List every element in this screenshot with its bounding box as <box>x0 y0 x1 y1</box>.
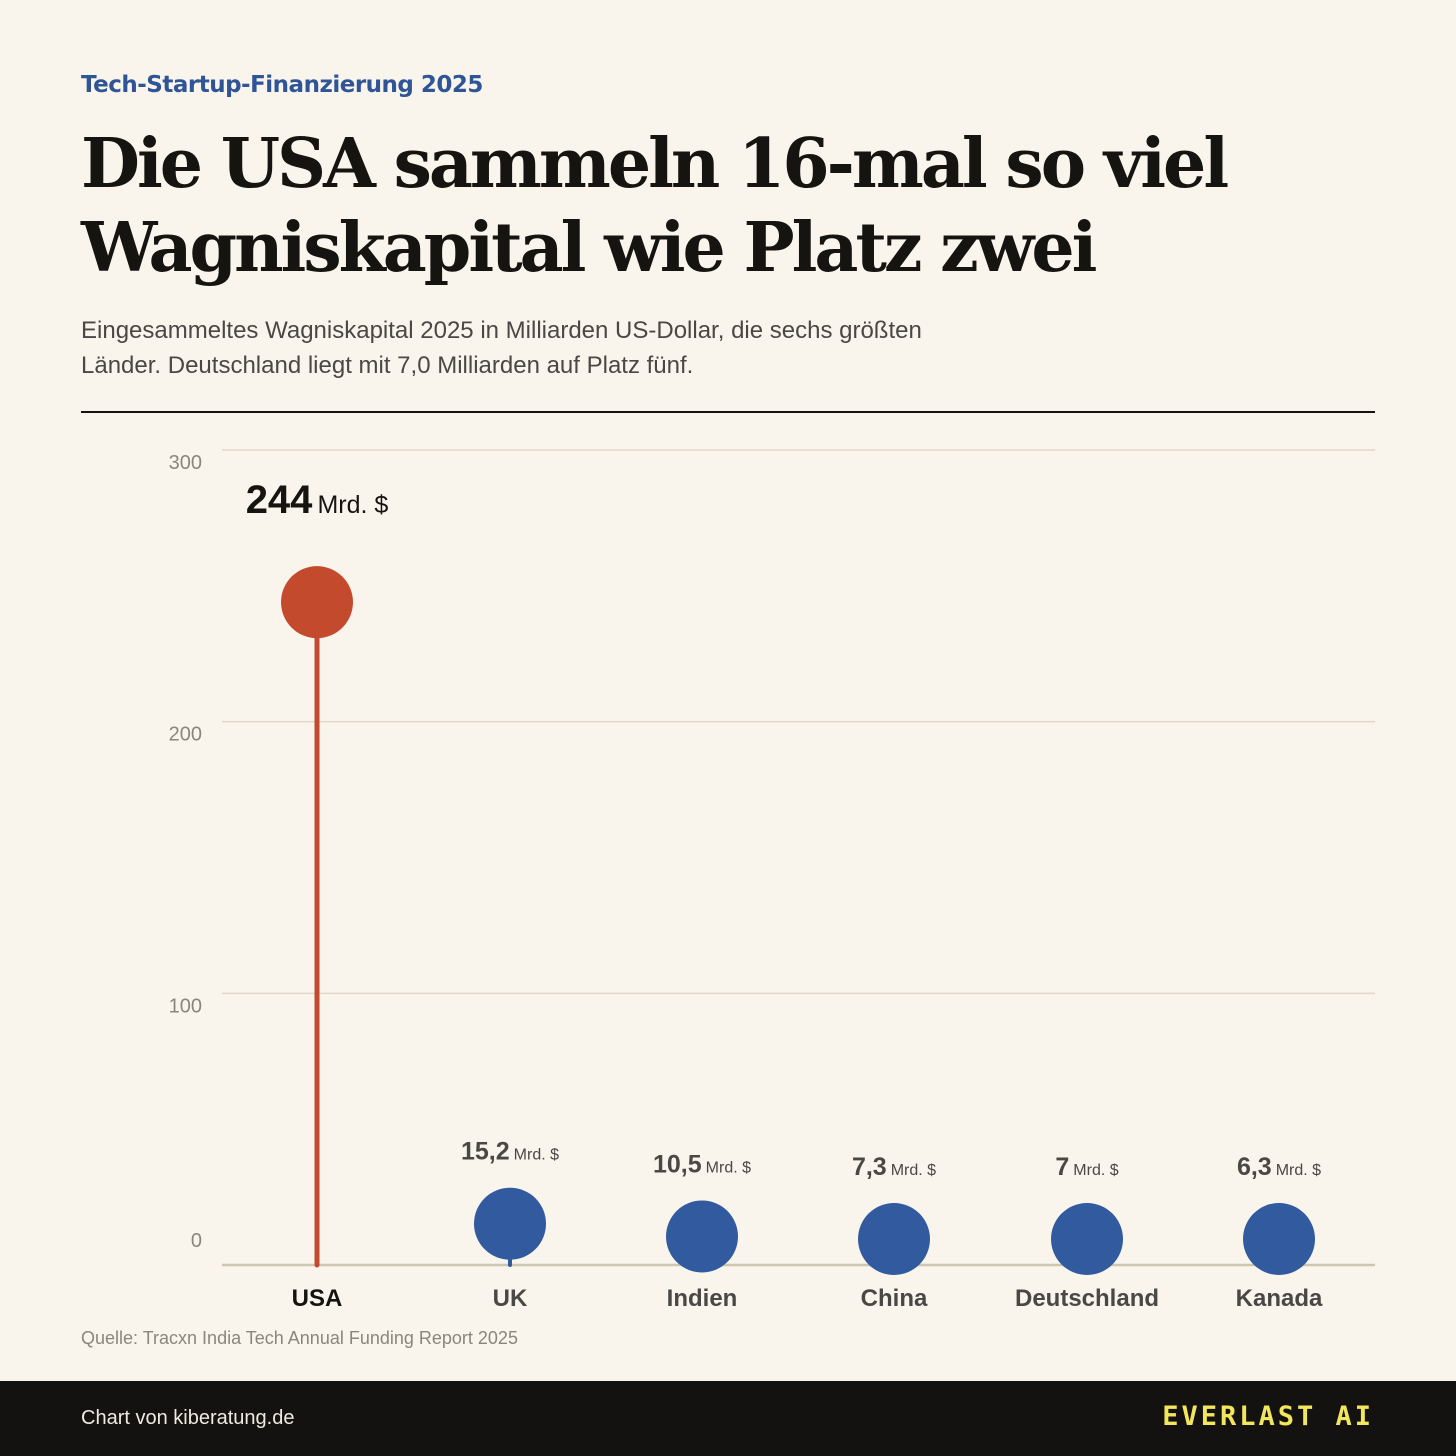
dot-indien <box>666 1200 738 1273</box>
x-tick-label-kanada: Kanada <box>1236 1285 1323 1312</box>
value-label-china: 7,3 Mrd. $ <box>852 1153 936 1181</box>
y-tick-label-300: 300 <box>169 452 202 474</box>
x-tick-label-usa: USA <box>292 1285 343 1312</box>
kicker: Tech-Startup-Finanzierung 2025 <box>81 72 483 98</box>
dot-deutschland <box>1051 1203 1123 1275</box>
y-tick-label-200: 200 <box>169 724 202 746</box>
brand-logo: EVERLAST AI <box>1162 1401 1374 1432</box>
y-tick-label-100: 100 <box>169 995 202 1017</box>
value-label-kanada: 6,3 Mrd. $ <box>1237 1153 1321 1181</box>
x-tick-label-deutschland: Deutschland <box>1015 1285 1159 1312</box>
footer-bar: Chart von kiberatung.de EVERLAST AI <box>0 1381 1456 1456</box>
dot-uk <box>474 1187 546 1260</box>
dot-china <box>858 1203 930 1275</box>
dot-kanada <box>1243 1203 1315 1275</box>
value-label-deutschland: 7 Mrd. $ <box>1055 1153 1118 1181</box>
chart-subtitle: Eingesammeltes Wagniskapital 2025 in Mil… <box>81 317 922 379</box>
y-tick-label-0: 0 <box>191 1230 202 1252</box>
source-note: Quelle: Tracxn India Tech Annual Funding… <box>81 1328 518 1348</box>
chart-title: Die USA sammeln 16-mal so viel Wagniskap… <box>81 124 1229 288</box>
value-label-uk: 15,2 Mrd. $ <box>461 1138 559 1166</box>
x-tick-label-uk: UK <box>493 1285 528 1312</box>
footer-credit: Chart von kiberatung.de <box>81 1407 295 1429</box>
title-rule <box>81 411 1375 413</box>
lollipop-chart: 0 100 200 300 244 Mrd. $ USA 15,2 Mrd. $ UK 10,5 Mr… <box>169 449 1375 1312</box>
value-label-usa: 244 Mrd. $ <box>246 478 389 522</box>
x-tick-label-china: China <box>861 1285 928 1312</box>
x-tick-label-indien: Indien <box>667 1285 738 1312</box>
value-label-indien: 10,5 Mrd. $ <box>653 1150 751 1178</box>
dot-usa <box>281 566 353 639</box>
